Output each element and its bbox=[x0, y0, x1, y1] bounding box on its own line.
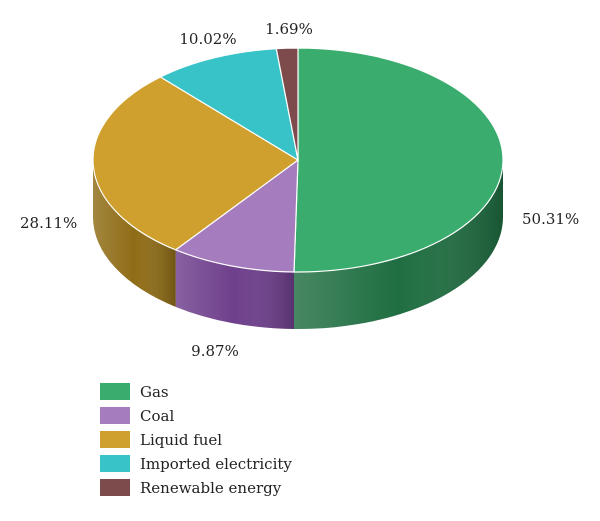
legend-swatch-gas bbox=[100, 383, 130, 400]
legend-swatch-coal bbox=[100, 407, 130, 424]
legend-swatch-liquid-fuel bbox=[100, 431, 130, 448]
legend-label-renewable-energy: Renewable energy bbox=[140, 479, 282, 497]
value-label-liquid-fuel: 28.11% bbox=[20, 214, 77, 232]
legend-label-imported-electricity: Imported electricity bbox=[140, 455, 292, 473]
value-label-coal: 9.87% bbox=[191, 342, 239, 360]
legend: Gas Coal Liquid fuel Imported electricity Re… bbox=[100, 383, 292, 497]
legend-label-liquid-fuel: Liquid fuel bbox=[140, 431, 222, 449]
pie-sides bbox=[93, 160, 503, 329]
pie-slice-renewable-energy bbox=[275, 47, 299, 161]
value-label-imported-electricity: 10.02% bbox=[179, 30, 236, 48]
side-shade-liquid-fuel bbox=[93, 160, 176, 307]
legend-swatch-renewable-energy bbox=[100, 479, 130, 496]
value-label-gas: 50.31% bbox=[522, 210, 579, 228]
side-shade-gas bbox=[294, 160, 503, 329]
pie-slice-coal bbox=[174, 158, 299, 273]
pie-slice-liquid-fuel bbox=[92, 76, 300, 251]
legend-label-coal: Coal bbox=[140, 407, 174, 425]
value-label-renewable-energy: 1.69% bbox=[265, 20, 313, 38]
side-shade-coal bbox=[175, 249, 295, 329]
pie-slice-imported-electricity bbox=[159, 48, 299, 162]
pie-value-labels: 50.31% 9.87% 28.11% 10.02% 1.69% bbox=[20, 20, 579, 360]
legend-swatch-imported-electricity bbox=[100, 455, 130, 472]
legend-label-gas: Gas bbox=[140, 383, 169, 401]
pie-slice-gas bbox=[293, 47, 504, 273]
pie-top bbox=[92, 47, 504, 273]
